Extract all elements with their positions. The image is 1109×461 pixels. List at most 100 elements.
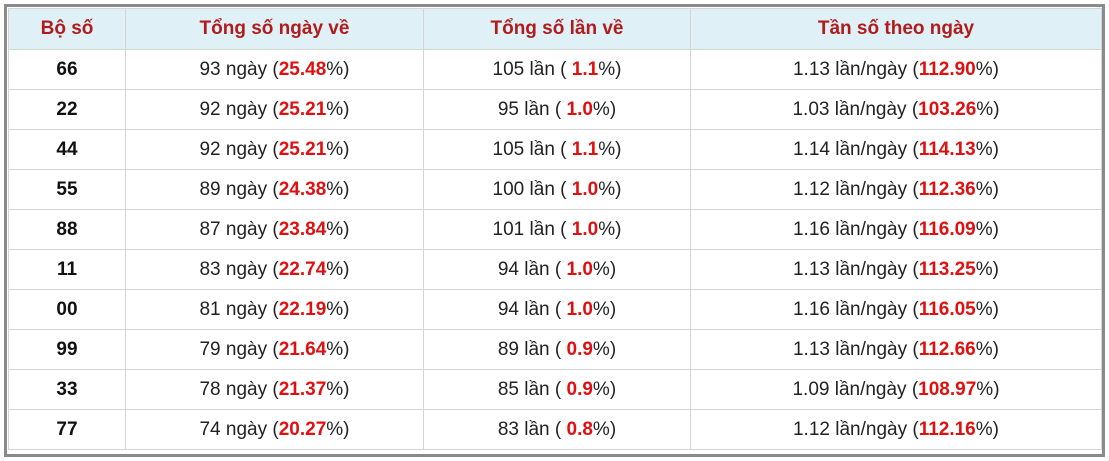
cell-text: 78 ngày (	[199, 378, 279, 400]
cell-text: %)	[598, 218, 622, 240]
table-row: 66 93 ngày (25.48%) 105 lần ( 1.1%) 1.13 lầ…	[8, 49, 1102, 90]
cell-text: %)	[326, 98, 350, 120]
cell-text: 94 lần (	[497, 258, 567, 280]
stat-cell: 89 lần ( 0.9%)	[423, 329, 691, 370]
percent-value: 116.09	[918, 218, 976, 240]
cell-text: %)	[975, 138, 999, 160]
cell-text: %)	[976, 98, 1000, 120]
table-frame: Bộ số Tổng số ngày về Tổng số lần về Tần số…	[4, 4, 1105, 457]
cell-text: 94 lần (	[497, 298, 567, 320]
cell-text: %)	[975, 298, 999, 320]
cell-text: %)	[592, 338, 617, 360]
cell-text: 1.14 lần/ngày (	[792, 138, 919, 160]
stat-cell: 95 lần ( 1.0%)	[423, 89, 691, 130]
pair-code: 22	[8, 89, 126, 130]
cell-text: 1.12 lần/ngày (	[792, 418, 919, 440]
percent-value: 103.26	[918, 98, 977, 120]
stat-cell: 74 ngày (20.27%)	[125, 409, 424, 450]
cell-text: 105 lần (	[492, 138, 572, 160]
frequency-table: Bộ số Tổng số ngày về Tổng số lần về Tần số…	[8, 8, 1102, 450]
stat-cell: 1.13 lần/ngày (113.25%)	[690, 249, 1102, 290]
cell-text: %)	[975, 258, 999, 280]
stat-cell: 105 lần ( 1.1%)	[423, 129, 691, 170]
cell-text: %)	[598, 58, 622, 80]
table-row: 33 78 ngày (21.37%) 85 lần ( 0.9%) 1.09 lần…	[8, 369, 1102, 410]
cell-text: 1.13 lần/ngày (	[792, 58, 919, 80]
percent-value: 1.0	[571, 218, 599, 240]
percent-value: 23.84	[278, 218, 327, 240]
header-cell: Bộ số	[8, 8, 126, 50]
cell-text: 1.12 lần/ngày (	[792, 178, 919, 200]
percent-value: 25.21	[278, 138, 327, 160]
cell-text: %)	[975, 178, 999, 200]
cell-text: 87 ngày (	[199, 218, 279, 240]
cell-text: %)	[326, 338, 350, 360]
percent-value: 20.27	[278, 418, 327, 440]
stat-cell: 94 lần ( 1.0%)	[423, 249, 691, 290]
pair-code: 44	[8, 129, 126, 170]
stat-cell: 81 ngày (22.19%)	[125, 289, 424, 330]
stat-cell: 85 lần ( 0.9%)	[423, 369, 691, 410]
cell-text: 100 lần (	[492, 178, 572, 200]
cell-text: 85 lần (	[497, 378, 567, 400]
cell-text: %)	[326, 418, 350, 440]
cell-text: 83 lần (	[497, 418, 567, 440]
table-row: 88 87 ngày (23.84%) 101 lần ( 1.0%) 1.16 lầ…	[8, 209, 1102, 250]
pair-code: 99	[8, 329, 126, 370]
percent-value: 25.48	[278, 58, 327, 80]
cell-text: 1.13 lần/ngày (	[792, 338, 919, 360]
pair-code: 55	[8, 169, 126, 210]
percent-value: 0.9	[566, 338, 593, 360]
pair-code: 77	[8, 409, 126, 450]
stat-cell: 1.13 lần/ngày (112.90%)	[690, 49, 1102, 90]
stat-cell: 79 ngày (21.64%)	[125, 329, 424, 370]
cell-text: 1.16 lần/ngày (	[792, 298, 919, 320]
percent-value: 113.25	[918, 258, 976, 280]
cell-text: %)	[592, 98, 617, 120]
cell-text: %)	[592, 378, 617, 400]
cell-text: %)	[598, 178, 622, 200]
percent-value: 114.13	[918, 138, 976, 160]
cell-text: %)	[326, 178, 350, 200]
table-body: 66 93 ngày (25.48%) 105 lần ( 1.1%) 1.13 lầ…	[8, 49, 1102, 450]
percent-value: 112.16	[918, 418, 976, 440]
stat-cell: 1.14 lần/ngày (114.13%)	[690, 129, 1102, 170]
pair-code: 11	[8, 249, 126, 290]
percent-value: 1.0	[566, 258, 593, 280]
percent-value: 108.97	[918, 378, 977, 400]
table-row: 99 79 ngày (21.64%) 89 lần ( 0.9%) 1.13 lần…	[8, 329, 1102, 370]
cell-text: 79 ngày (	[199, 338, 279, 360]
pair-code: 00	[8, 289, 126, 330]
cell-text: %)	[598, 138, 622, 160]
stat-cell: 94 lần ( 1.0%)	[423, 289, 691, 330]
cell-text: 95 lần (	[497, 98, 567, 120]
pair-code: 88	[8, 209, 126, 250]
cell-text: 101 lần (	[492, 218, 572, 240]
cell-text: %)	[326, 58, 350, 80]
percent-value: 25.21	[278, 98, 327, 120]
table-row: 77 74 ngày (20.27%) 83 lần ( 0.8%) 1.12 lần…	[8, 409, 1102, 450]
cell-text: %)	[592, 298, 617, 320]
cell-text: 93 ngày (	[199, 58, 279, 80]
pair-code: 66	[8, 49, 126, 90]
cell-text: %)	[326, 298, 350, 320]
stat-cell: 78 ngày (21.37%)	[125, 369, 424, 410]
percent-value: 22.19	[278, 298, 327, 320]
percent-value: 21.37	[278, 378, 327, 400]
percent-value: 1.0	[566, 98, 593, 120]
percent-value: 0.9	[566, 378, 593, 400]
stat-cell: 100 lần ( 1.0%)	[423, 169, 691, 210]
stat-cell: 101 lần ( 1.0%)	[423, 209, 691, 250]
table-row: 55 89 ngày (24.38%) 100 lần ( 1.0%) 1.12 lầ…	[8, 169, 1102, 210]
cell-text: %)	[976, 378, 1000, 400]
percent-value: 112.36	[918, 178, 976, 200]
stat-cell: 1.13 lần/ngày (112.66%)	[690, 329, 1102, 370]
cell-text: %)	[975, 218, 999, 240]
percent-value: 112.90	[918, 58, 976, 80]
stat-cell: 92 ngày (25.21%)	[125, 129, 424, 170]
stat-cell: 1.03 lần/ngày (103.26%)	[690, 89, 1102, 130]
cell-text: 105 lần (	[492, 58, 572, 80]
cell-text: %)	[975, 418, 999, 440]
cell-text: %)	[326, 138, 350, 160]
